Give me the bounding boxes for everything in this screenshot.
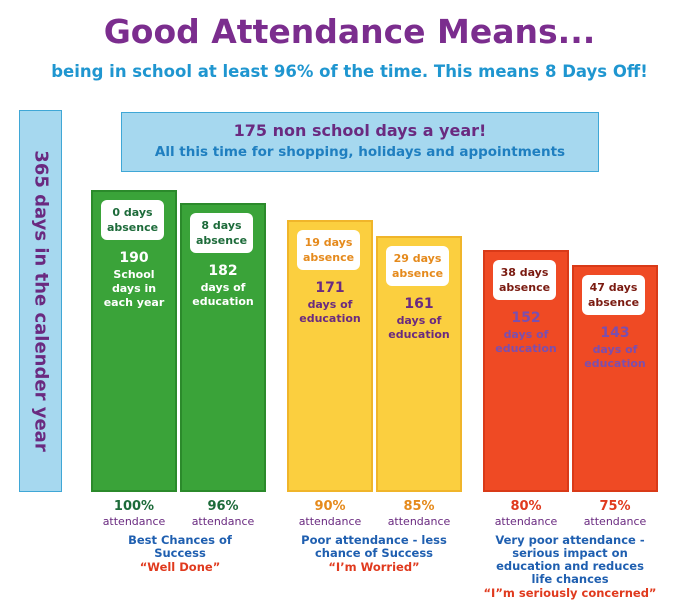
- absence-label: absence: [587, 296, 640, 309]
- attendance-label: attendance: [583, 515, 647, 528]
- non-school-days-heading: 175 non school days a year!: [233, 121, 487, 140]
- group-quote: “Well Done”: [139, 560, 221, 574]
- absence-box: 47 days absence: [582, 275, 645, 315]
- absence-label: absence: [391, 267, 444, 280]
- page-subtitle: being in school at least 96% of the time…: [51, 62, 648, 81]
- attendance-percent: 100%: [113, 499, 155, 514]
- days-value: 161: [404, 296, 434, 312]
- non-school-days-note: All this time for shopping, holidays and…: [154, 144, 566, 160]
- absence-label: 29 days: [393, 252, 442, 265]
- absence-label: 38 days: [500, 266, 549, 279]
- absence-label: absence: [106, 221, 159, 234]
- attendance-bar-5: 47 days absence 143 days of education: [572, 265, 658, 492]
- attendance-bar-1: 8 days absence 182 days of education: [180, 203, 266, 492]
- days-label: days of education: [584, 343, 646, 370]
- days-value: 190: [119, 250, 149, 266]
- absence-label: absence: [498, 281, 551, 294]
- attendance-bar-0: 0 days absence 190 School days in each year: [91, 190, 177, 492]
- absence-box: 29 days absence: [386, 246, 449, 286]
- attendance-label: attendance: [102, 515, 166, 528]
- absence-label: 47 days: [589, 281, 638, 294]
- attendance-percent: 75%: [599, 499, 631, 514]
- attendance-bar-4: 38 days absence 152 days of education: [483, 250, 569, 492]
- absence-label: absence: [195, 234, 248, 247]
- days-label: days of education: [192, 281, 254, 308]
- attendance-percent: 85%: [403, 499, 435, 514]
- non-school-days-box: 175 non school days a year! All this tim…: [121, 112, 599, 172]
- calendar-year-bar: 365 days in the calender year: [19, 110, 62, 492]
- group-caption: Poor attendance - less chance of Success: [301, 533, 447, 560]
- days-label: days of education: [495, 328, 557, 355]
- absence-box: 38 days absence: [493, 260, 556, 300]
- days-label: days of education: [388, 314, 450, 341]
- group-caption: Best Chances of Success: [128, 533, 232, 560]
- attendance-percent: 80%: [510, 499, 542, 514]
- attendance-label: attendance: [494, 515, 558, 528]
- calendar-year-label: 365 days in the calender year: [30, 150, 51, 452]
- absence-box: 0 days absence: [101, 200, 164, 240]
- group-quote: “I”m seriously concerned”: [483, 586, 657, 600]
- attendance-label: attendance: [387, 515, 451, 528]
- days-value: 171: [315, 280, 345, 296]
- absence-label: 19 days: [304, 236, 353, 249]
- attendance-bar-2: 19 days absence 171 days of education: [287, 220, 373, 492]
- absence-label: absence: [302, 251, 355, 264]
- days-value: 182: [208, 263, 238, 279]
- attendance-bar-3: 29 days absence 161 days of education: [376, 236, 462, 492]
- absence-label: 0 days: [112, 206, 153, 219]
- absence-label: 8 days: [201, 219, 242, 232]
- attendance-percent: 96%: [207, 499, 239, 514]
- attendance-label: attendance: [191, 515, 255, 528]
- group-quote: “I’m Worried”: [328, 560, 420, 574]
- page-title: Good Attendance Means...: [103, 12, 596, 51]
- absence-box: 19 days absence: [297, 230, 360, 270]
- absence-box: 8 days absence: [190, 213, 253, 253]
- days-label: School days in each year: [103, 268, 165, 309]
- attendance-label: attendance: [298, 515, 362, 528]
- days-value: 143: [600, 325, 630, 341]
- days-value: 152: [511, 310, 541, 326]
- days-label: days of education: [299, 298, 361, 325]
- attendance-percent: 90%: [314, 499, 346, 514]
- group-caption: Very poor attendance - serious impact on…: [495, 533, 645, 586]
